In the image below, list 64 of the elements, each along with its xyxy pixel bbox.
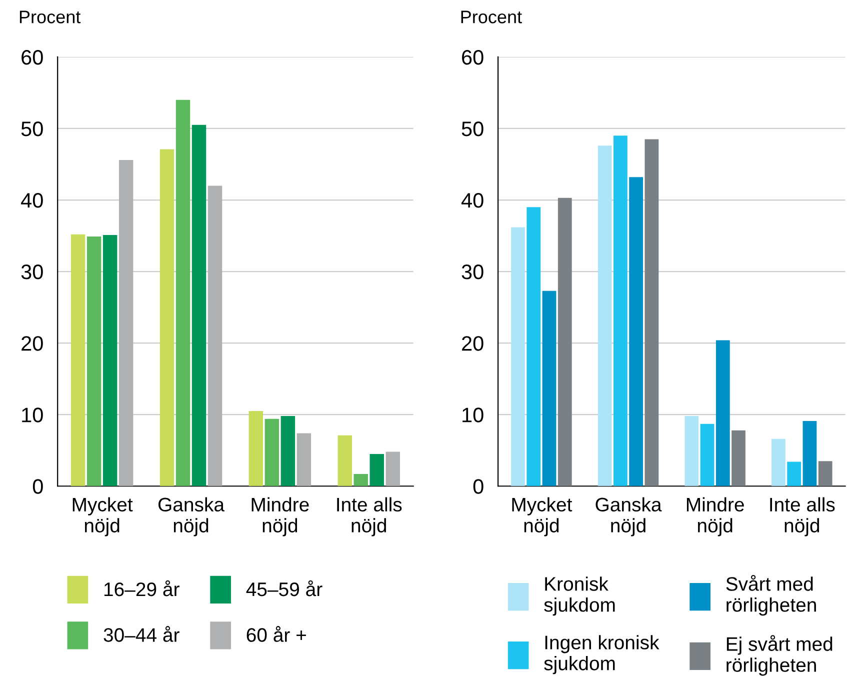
- y-tick-label: 20: [462, 336, 484, 351]
- bar: [511, 227, 525, 486]
- bar: [614, 136, 628, 486]
- bar: [354, 474, 368, 486]
- bar: [716, 340, 730, 486]
- bar: [264, 418, 280, 486]
- y-tick-label: 0: [473, 479, 484, 494]
- bar: [86, 236, 102, 486]
- x-tick-label: Ganska nöjd: [158, 497, 225, 536]
- legend-label: 30–44 år: [104, 626, 180, 642]
- x-tick-label: Mycket nöjd: [512, 497, 572, 536]
- legend-label: Svårt med rörligheten: [726, 575, 816, 616]
- y-tick-label: 60: [462, 50, 484, 65]
- y-tick-label: 40: [461, 193, 484, 208]
- bar: [526, 207, 541, 486]
- y-axis-title: Procent: [20, 10, 81, 24]
- bar: [192, 124, 206, 486]
- bar: [558, 198, 572, 486]
- y-tick-label: 50: [21, 121, 43, 136]
- bar: [732, 430, 746, 486]
- bar: [386, 452, 400, 486]
- bar: [787, 462, 802, 486]
- x-tick-label: Mycket nöjd: [72, 497, 133, 536]
- legend-label: 16–29 år: [104, 580, 180, 596]
- y-tick-label: 30: [462, 264, 484, 280]
- legend-label: Kronisk sjukdom: [544, 576, 615, 616]
- x-tick-label: Mindre nöjd: [686, 497, 744, 536]
- x-tick-label: Inte alls nöjd: [770, 497, 835, 536]
- bar: [370, 454, 384, 486]
- y-tick-label: 40: [21, 193, 43, 208]
- legend-label: 45–59 år: [246, 580, 322, 596]
- bar: [176, 100, 190, 486]
- y-tick-label: 50: [462, 121, 484, 136]
- bar: [629, 177, 644, 486]
- y-tick-label: 10: [462, 408, 484, 422]
- x-tick-label: Mindre nöjd: [252, 497, 309, 536]
- bar: [296, 433, 312, 486]
- y-tick-label: 30: [21, 264, 43, 280]
- bar: [338, 435, 352, 486]
- y-tick-label: 60: [22, 50, 43, 65]
- bar: [802, 421, 817, 486]
- legend-label: 60 år +: [246, 626, 306, 642]
- bar: [70, 234, 86, 486]
- bar: [818, 461, 832, 486]
- bar: [118, 160, 134, 486]
- bar: [102, 235, 118, 486]
- y-tick-label: 20: [22, 336, 43, 351]
- bar: [700, 424, 714, 486]
- bar: [644, 139, 659, 486]
- bar: [542, 290, 556, 486]
- y-axis-title: Procent: [461, 10, 522, 24]
- y-tick-label: 10: [22, 408, 43, 422]
- bar: [160, 149, 174, 486]
- x-tick-label: Inte alls nöjd: [337, 497, 402, 536]
- bar: [280, 416, 296, 486]
- bar: [598, 146, 612, 486]
- bar: [248, 411, 264, 486]
- bar: [208, 186, 222, 486]
- bar: [684, 416, 699, 486]
- y-tick-label: 0: [32, 479, 43, 494]
- legend-label: Ej svårt med rörligheten: [726, 635, 832, 676]
- x-tick-label: Ganska nöjd: [596, 497, 662, 536]
- bar: [772, 438, 786, 486]
- legend-label: Ingen kronisk sjukdom: [544, 635, 660, 674]
